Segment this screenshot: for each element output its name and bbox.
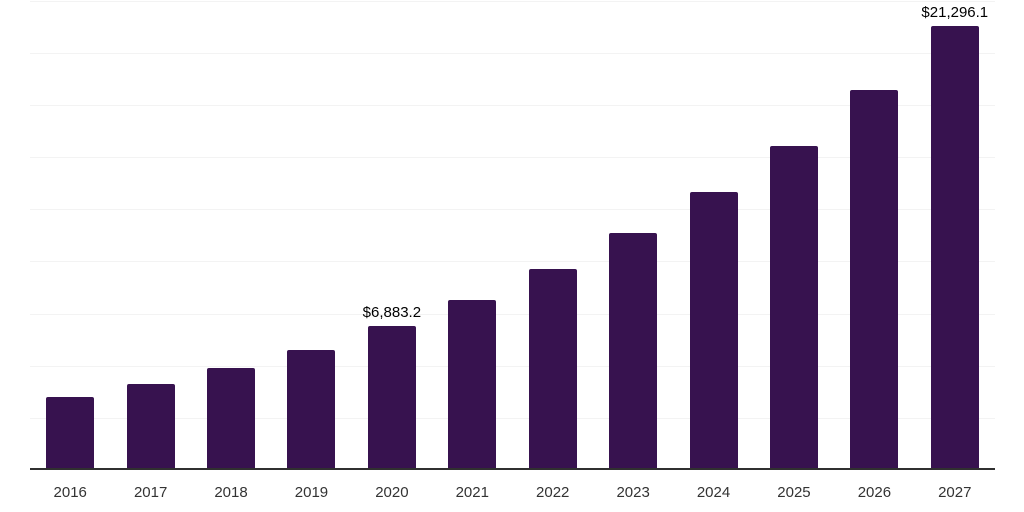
bar-2023[interactable] — [609, 232, 658, 470]
bar-2019[interactable] — [287, 349, 336, 470]
x-tick-2027: 2027 — [938, 484, 972, 501]
gridline — [30, 261, 995, 263]
gridline — [30, 157, 995, 159]
bar-2027[interactable] — [930, 25, 979, 470]
gridline — [30, 313, 995, 315]
data-label-2027: $21,296.1 — [921, 3, 989, 21]
x-tick-2022: 2022 — [536, 484, 570, 501]
bar-2017[interactable] — [126, 384, 175, 470]
bar-2020[interactable] — [367, 326, 416, 470]
gridline — [30, 104, 995, 106]
x-tick-2017: 2017 — [133, 484, 168, 501]
gridline — [30, 52, 995, 54]
gridline — [30, 209, 995, 211]
bar-2022[interactable] — [528, 269, 577, 470]
x-tick-2020: 2020 — [375, 484, 409, 501]
bar-2016[interactable] — [46, 396, 95, 470]
x-tick-2025: 2025 — [777, 484, 811, 501]
bar-2018[interactable] — [207, 367, 256, 470]
x-tick-2021: 2021 — [455, 484, 489, 501]
data-label-2020: $6,883.2 — [362, 304, 422, 322]
x-tick-2026: 2026 — [857, 484, 892, 501]
x-tick-2018: 2018 — [214, 484, 248, 501]
gridline — [30, 365, 995, 367]
bar-2021[interactable] — [448, 300, 497, 470]
x-tick-2023: 2023 — [616, 484, 650, 501]
bar-2026[interactable] — [850, 89, 899, 470]
x-tick-2019: 2019 — [294, 484, 329, 501]
x-tick-2016: 2016 — [53, 484, 87, 501]
x-tick-2024: 2024 — [696, 484, 731, 501]
bar-2025[interactable] — [769, 145, 818, 470]
bar-2024[interactable] — [689, 192, 738, 470]
gridline — [30, 0, 995, 2]
gridline — [30, 417, 995, 419]
x-axis-line — [30, 468, 995, 470]
